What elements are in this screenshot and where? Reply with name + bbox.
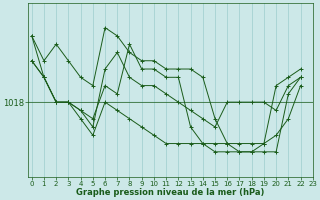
- X-axis label: Graphe pression niveau de la mer (hPa): Graphe pression niveau de la mer (hPa): [76, 188, 265, 197]
